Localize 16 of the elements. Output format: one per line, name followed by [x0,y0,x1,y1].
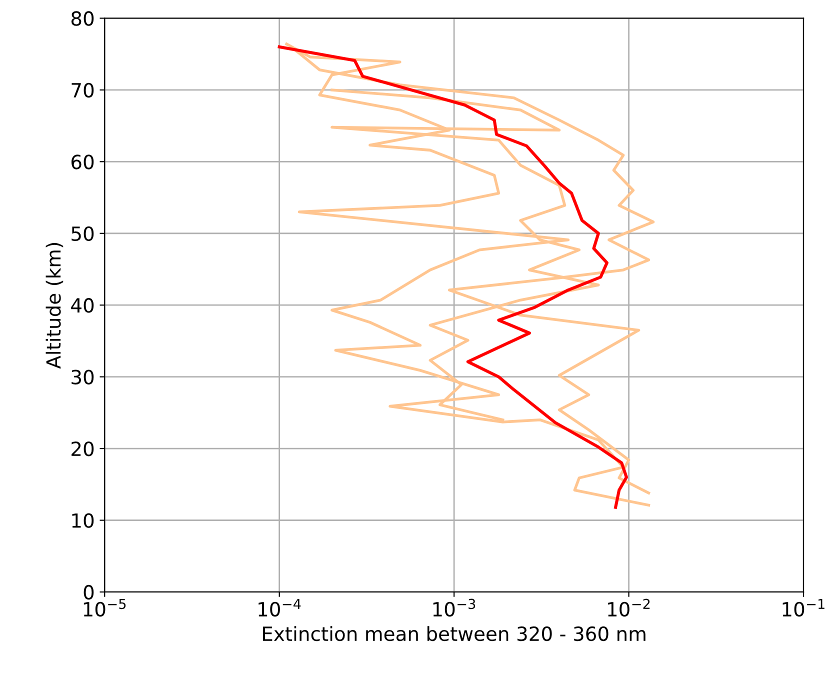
y-tick-label: 0 [84,584,94,600]
y-tick-label: 60 [72,154,94,170]
y-axis-title: Altitude (km) [46,243,64,369]
x-tick-label: 10$^{−3}$ [433,598,476,617]
y-tick-label: 10 [72,513,94,528]
x-tick-label: 10$^{−1}$ [782,598,824,617]
y-tick-label: 30 [72,370,94,384]
y-tick-label: 40 [71,298,94,313]
y-tick-label: 70 [72,82,94,98]
x-axis-title: Extinction mean between 320 - 360 nm [263,626,646,642]
x-tick-label: 10$^{−4}$ [258,598,301,617]
y-tick-label: 20 [72,441,94,456]
x-tick-label: 10$^{−2}$ [608,598,650,617]
y-tick-label: 50 [72,226,94,242]
x-tick-label: 10$^{−5}$ [84,598,126,617]
y-tick-label: 80 [71,11,94,26]
